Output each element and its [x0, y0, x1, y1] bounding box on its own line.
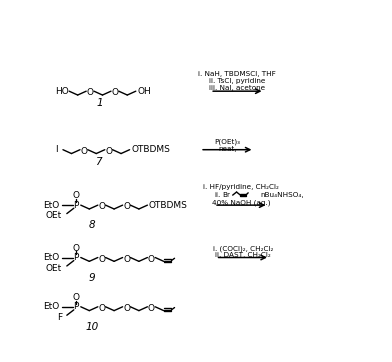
- Text: P: P: [73, 253, 79, 262]
- Text: O: O: [123, 254, 130, 264]
- Text: O: O: [98, 304, 105, 313]
- Text: OTBDMS: OTBDMS: [131, 145, 170, 154]
- Text: O: O: [98, 202, 105, 211]
- Text: 7: 7: [95, 157, 102, 167]
- Text: 8: 8: [88, 220, 95, 230]
- Text: nBu₄NHSO₄,: nBu₄NHSO₄,: [261, 192, 304, 198]
- Text: I: I: [55, 145, 58, 154]
- Text: iii. NaI, acetone: iii. NaI, acetone: [209, 85, 265, 91]
- Text: P: P: [73, 201, 79, 210]
- Text: O: O: [73, 293, 80, 302]
- Text: O: O: [148, 254, 155, 264]
- Text: F: F: [57, 313, 62, 322]
- Text: O: O: [148, 304, 155, 313]
- Text: 1: 1: [96, 98, 103, 109]
- Text: O: O: [73, 244, 80, 253]
- Text: 9: 9: [88, 273, 95, 282]
- Text: OEt: OEt: [46, 211, 62, 220]
- Text: i. HF/pyridine, CH₂Cl₂: i. HF/pyridine, CH₂Cl₂: [203, 184, 279, 190]
- Text: O: O: [105, 147, 112, 156]
- Text: P(OEt)₃: P(OEt)₃: [214, 139, 240, 145]
- Text: EtO: EtO: [43, 253, 59, 262]
- Text: O: O: [123, 202, 130, 211]
- Text: 10: 10: [85, 322, 98, 332]
- Text: OEt: OEt: [46, 264, 62, 273]
- Text: EtO: EtO: [43, 302, 59, 311]
- Text: i. NaH, TBDMSCl, THF: i. NaH, TBDMSCl, THF: [198, 71, 276, 77]
- Text: OH: OH: [137, 87, 151, 96]
- Text: neat,: neat,: [218, 146, 236, 152]
- Text: ii. DAST, CH₂Cl₂: ii. DAST, CH₂Cl₂: [215, 252, 270, 258]
- Text: O: O: [80, 147, 87, 156]
- Text: O: O: [73, 191, 80, 201]
- Text: O: O: [111, 88, 118, 97]
- Text: EtO: EtO: [43, 201, 59, 210]
- Text: P: P: [73, 302, 79, 311]
- Text: 40% NaOH (aq.): 40% NaOH (aq.): [212, 199, 270, 206]
- Text: HO: HO: [55, 87, 69, 96]
- Text: O: O: [123, 304, 130, 313]
- Text: O: O: [87, 88, 94, 97]
- Text: i. (COCl)₂, CH₂Cl₂: i. (COCl)₂, CH₂Cl₂: [212, 245, 273, 252]
- Text: O: O: [98, 254, 105, 264]
- Text: ii.: ii.: [215, 192, 221, 198]
- Text: Br: Br: [223, 192, 230, 198]
- Text: ii. TsCl, pyridine: ii. TsCl, pyridine: [209, 78, 265, 84]
- Text: OTBDMS: OTBDMS: [149, 201, 188, 210]
